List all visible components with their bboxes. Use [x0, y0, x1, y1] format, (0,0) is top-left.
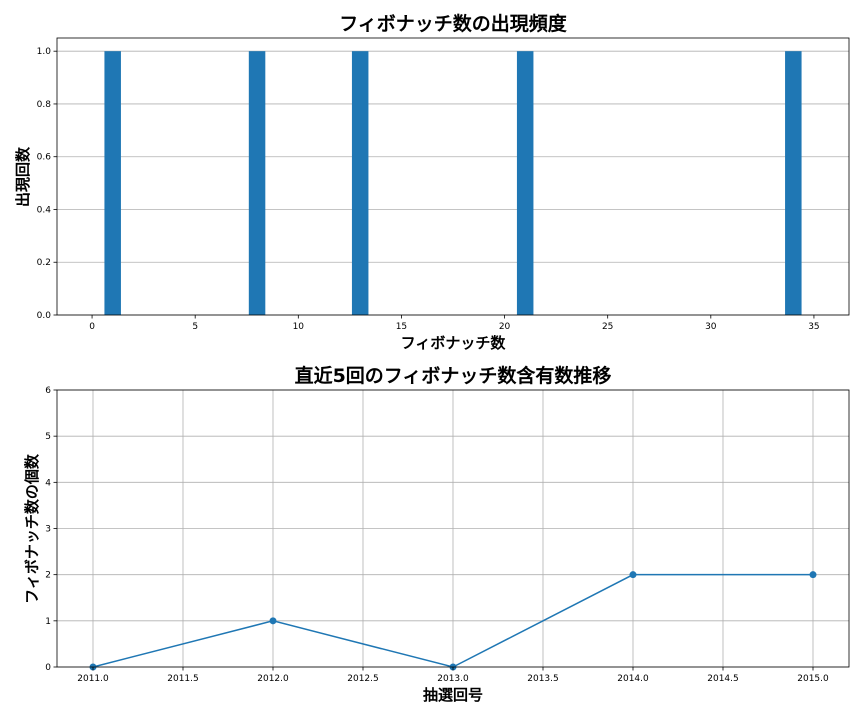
chart-title: 直近5回のフィボナッチ数含有数推移 [295, 364, 612, 387]
x-tick-label: 0 [89, 322, 95, 332]
y-tick-label: 0.4 [37, 205, 52, 215]
y-axis-label: フィボナッチ数の個数 [23, 453, 41, 604]
x-tick-label: 2011.0 [77, 674, 109, 684]
data-point [629, 571, 637, 579]
grid [57, 389, 849, 668]
x-tick-label: 15 [396, 322, 407, 332]
y-tick-label: 6 [45, 386, 51, 396]
x-ticks: 2011.0 2011.5 2012.0 2012.5 2013.0 2013.5 2014… [77, 667, 829, 684]
data-point [809, 571, 817, 579]
x-tick-label: 2013.5 [527, 674, 559, 684]
fibonacci-count-trend-chart: 直近5回のフィボナッチ数含有数推移 2011.0 2011.5 2012.0 2012… [23, 364, 850, 704]
chart-title: フィボナッチ数の出現頻度 [339, 12, 568, 35]
fibonacci-frequency-chart: フィボナッチ数の出現頻度 0 5 10 15 20 25 30 35 0.0 0.2 0.4 0.6… [14, 12, 850, 352]
y-tick-label: 2 [45, 571, 51, 581]
data-point [269, 617, 277, 625]
x-tick-label: 2015.0 [797, 674, 829, 684]
bar [248, 51, 266, 315]
y-tick-label: 0.8 [37, 100, 52, 110]
x-axis-label: フィボナッチ数 [401, 334, 507, 352]
y-tick-label: 1.0 [37, 47, 52, 57]
bar [351, 51, 369, 315]
x-axis-label: 抽選回号 [423, 686, 483, 704]
x-tick-label: 2013.0 [437, 674, 469, 684]
bars [104, 51, 802, 315]
bar [104, 51, 121, 315]
y-tick-label: 0.0 [37, 311, 52, 321]
y-tick-label: 4 [45, 478, 51, 488]
y-ticks: 0 1 2 3 4 5 6 [45, 386, 57, 673]
x-ticks: 0 5 10 15 20 25 30 35 [89, 315, 820, 332]
y-tick-label: 3 [45, 525, 51, 535]
y-tick-label: 5 [45, 432, 51, 442]
x-tick-label: 2014.5 [707, 674, 739, 684]
x-tick-label: 2012.0 [257, 674, 289, 684]
plot-frame [56, 37, 850, 316]
y-tick-label: 1 [45, 617, 51, 627]
x-tick-label: 25 [602, 322, 613, 332]
y-ticks: 0.0 0.2 0.4 0.6 0.8 1.0 [37, 47, 57, 321]
x-tick-label: 30 [705, 322, 717, 332]
x-tick-label: 10 [293, 322, 305, 332]
x-tick-label: 35 [808, 322, 819, 332]
x-tick-label: 5 [192, 322, 198, 332]
x-tick-label: 2011.5 [167, 674, 199, 684]
y-tick-label: 0 [45, 663, 51, 673]
bar [785, 51, 802, 315]
y-tick-label: 0.6 [37, 153, 52, 163]
bar [516, 51, 534, 315]
y-tick-label: 0.2 [37, 258, 51, 268]
x-tick-label: 2012.5 [347, 674, 379, 684]
x-tick-label: 20 [499, 322, 511, 332]
data-points [89, 571, 817, 671]
grid [57, 50, 849, 316]
x-tick-label: 2014.0 [617, 674, 649, 684]
y-axis-label: 出現回数 [14, 146, 32, 207]
